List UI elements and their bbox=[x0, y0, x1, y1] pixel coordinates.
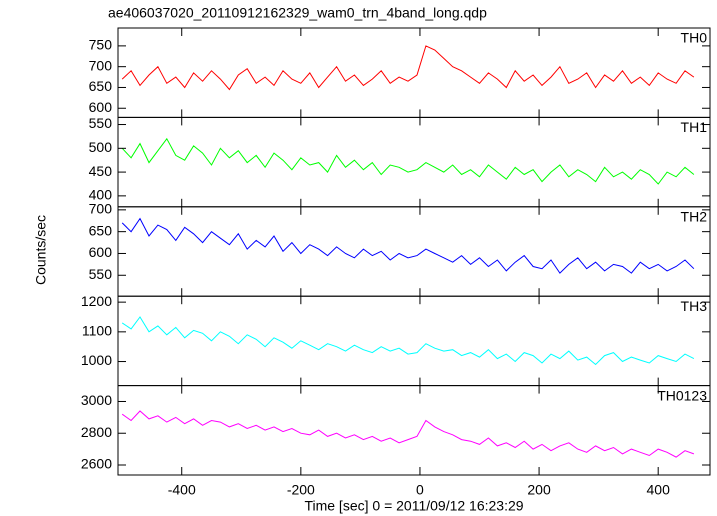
panel-label: TH0 bbox=[681, 30, 708, 46]
panel-label: TH1 bbox=[681, 119, 708, 135]
x-tick-label: 0 bbox=[416, 482, 424, 498]
y-tick-label: 600 bbox=[89, 244, 113, 260]
panel-label: TH2 bbox=[681, 209, 708, 225]
y-tick-label: 450 bbox=[89, 163, 113, 179]
x-tick-label: -200 bbox=[287, 482, 315, 498]
y-tick-label: 1100 bbox=[82, 323, 112, 339]
panel-frame bbox=[117, 385, 711, 476]
y-tick-label: 700 bbox=[89, 57, 113, 73]
panel-frame bbox=[117, 206, 711, 297]
panel-label: TH3 bbox=[681, 298, 708, 314]
y-tick-label: 1200 bbox=[81, 293, 112, 309]
y-tick-label: 3000 bbox=[81, 392, 112, 408]
data-line bbox=[121, 217, 695, 274]
y-tick-label: 400 bbox=[89, 187, 113, 203]
panel-frame bbox=[117, 295, 711, 387]
data-line bbox=[121, 45, 695, 91]
y-tick-label: 650 bbox=[89, 222, 113, 238]
data-line bbox=[121, 137, 695, 185]
data-line bbox=[121, 410, 695, 458]
x-tick-label: 400 bbox=[647, 482, 671, 498]
x-tick-label: -400 bbox=[168, 482, 196, 498]
y-tick-label: 2800 bbox=[81, 424, 112, 440]
chart-title: ae406037020_20110912162329_wam0_trn_4ban… bbox=[108, 5, 487, 21]
y-tick-label: 500 bbox=[89, 139, 113, 155]
y-tick-label: 2600 bbox=[81, 456, 112, 472]
y-tick-label: 650 bbox=[89, 78, 113, 94]
y-axis-label: Counts/sec bbox=[33, 215, 49, 285]
data-line bbox=[121, 316, 695, 366]
y-tick-label: 700 bbox=[89, 201, 113, 217]
panel-frame bbox=[117, 116, 711, 208]
x-tick-label: 200 bbox=[527, 482, 551, 498]
y-tick-label: 550 bbox=[89, 115, 113, 131]
y-tick-label: 1000 bbox=[81, 352, 112, 368]
y-tick-label: 550 bbox=[89, 266, 113, 282]
y-tick-label: 750 bbox=[89, 37, 113, 53]
panel-label: TH0123 bbox=[657, 387, 707, 403]
x-axis-label: Time [sec] 0 = 2011/09/12 16:23:29 bbox=[304, 498, 523, 514]
y-tick-label: 600 bbox=[89, 99, 113, 115]
